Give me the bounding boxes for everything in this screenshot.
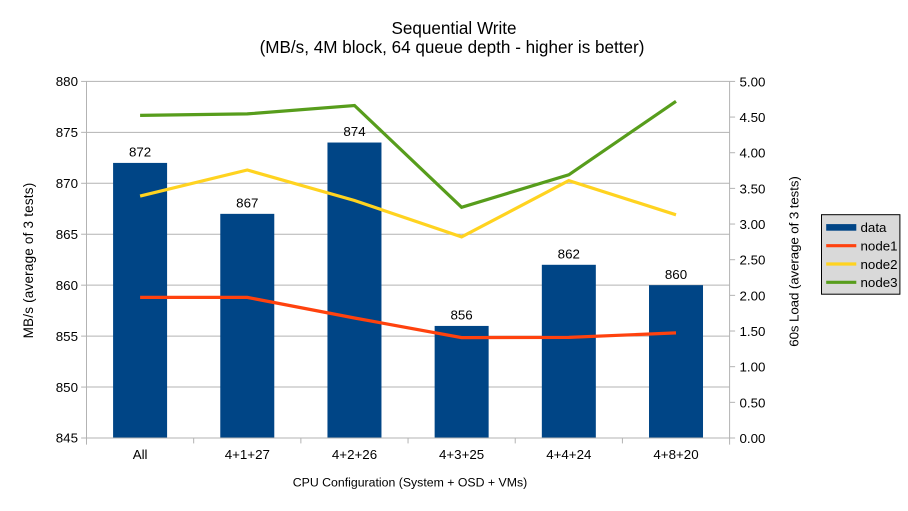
svg-text:2.00: 2.00 — [740, 288, 766, 303]
svg-text:1.00: 1.00 — [740, 360, 766, 375]
svg-text:874: 874 — [343, 124, 366, 139]
svg-text:All: All — [133, 447, 148, 462]
svg-text:867: 867 — [236, 196, 258, 211]
svg-text:data: data — [861, 220, 888, 235]
svg-text:MB/s (average of 3 tests): MB/s (average of 3 tests) — [21, 183, 36, 339]
svg-text:875: 875 — [56, 125, 78, 140]
svg-text:872: 872 — [129, 145, 151, 160]
svg-text:node1: node1 — [861, 239, 898, 254]
svg-text:2.50: 2.50 — [740, 253, 766, 268]
svg-text:0.50: 0.50 — [740, 395, 766, 410]
svg-text:870: 870 — [56, 176, 78, 191]
svg-text:5.00: 5.00 — [740, 74, 766, 89]
svg-text:1.50: 1.50 — [740, 324, 766, 339]
svg-text:4+8+20: 4+8+20 — [653, 447, 698, 462]
svg-text:4+3+25: 4+3+25 — [439, 447, 484, 462]
svg-text:4+4+24: 4+4+24 — [546, 447, 592, 462]
svg-text:880: 880 — [56, 74, 78, 89]
svg-text:3.00: 3.00 — [740, 217, 766, 232]
svg-text:4+2+26: 4+2+26 — [332, 447, 377, 462]
svg-text:865: 865 — [56, 227, 78, 242]
svg-text:855: 855 — [56, 329, 78, 344]
svg-text:850: 850 — [56, 380, 78, 395]
svg-text:845: 845 — [56, 431, 78, 446]
svg-text:4.00: 4.00 — [740, 146, 766, 161]
svg-text:860: 860 — [665, 267, 687, 282]
svg-text:860: 860 — [56, 278, 78, 293]
svg-text:4.50: 4.50 — [740, 110, 766, 125]
svg-text:856: 856 — [450, 308, 472, 323]
svg-text:node2: node2 — [861, 257, 898, 272]
svg-text:(MB/s, 4M block, 64 queue dept: (MB/s, 4M block, 64 queue depth - higher… — [260, 38, 645, 57]
svg-text:Sequential Write: Sequential Write — [391, 19, 516, 38]
svg-text:CPU Configuration (System + OS: CPU Configuration (System + OSD + VMs) — [293, 476, 527, 490]
svg-text:node3: node3 — [861, 275, 898, 290]
svg-text:4+1+27: 4+1+27 — [225, 447, 270, 462]
svg-text:0.00: 0.00 — [740, 431, 766, 446]
svg-text:3.50: 3.50 — [740, 181, 766, 196]
svg-text:60s Load (average of 3 tests): 60s Load (average of 3 tests) — [786, 176, 801, 346]
svg-text:862: 862 — [558, 246, 580, 261]
